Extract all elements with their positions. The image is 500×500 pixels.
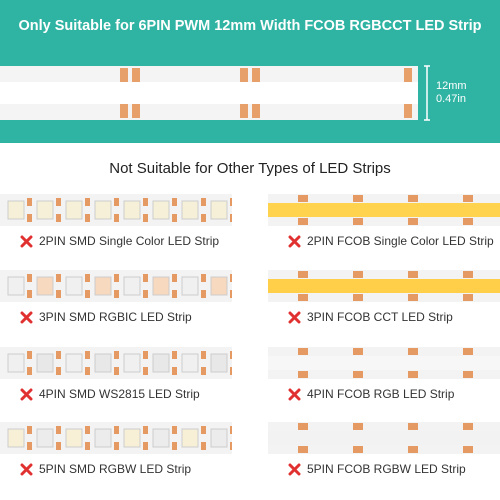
strip-image	[0, 347, 232, 379]
not-suitable-icon	[288, 388, 301, 401]
strip-label: 5PIN FCOB RGBW LED Strip	[307, 462, 466, 476]
strip-label: 2PIN SMD Single Color LED Strip	[39, 234, 220, 248]
strip-image	[0, 270, 232, 302]
strip-image	[268, 194, 500, 226]
strip-label: 5PIN SMD RGBW LED Strip	[39, 462, 192, 476]
main-strip	[0, 65, 430, 121]
strip-image	[268, 422, 500, 454]
strip-label: 4PIN FCOB RGB LED Strip	[307, 387, 455, 401]
not-suitable-icon	[20, 235, 33, 248]
strip-image	[0, 422, 232, 454]
not-suitable-icon	[20, 311, 33, 324]
not-suitable-icon	[20, 388, 33, 401]
strip-image	[268, 270, 500, 302]
not-suitable-icon	[288, 463, 301, 476]
strip-label: 3PIN FCOB CCT LED Strip	[307, 310, 453, 324]
strip-image	[0, 194, 232, 226]
not-suitable-icon	[288, 311, 301, 324]
strip-label: 4PIN SMD WS2815 LED Strip	[39, 387, 200, 401]
subtitle: Not Suitable for Other Types of LED Stri…	[109, 160, 391, 177]
strip-label: 2PIN FCOB Single Color LED Strip	[307, 234, 494, 248]
header-title: Only Suitable for 6PIN PWM 12mm Width FC…	[18, 18, 482, 34]
width-label: 12mm	[436, 80, 467, 92]
strip-label: 3PIN SMD RGBIC LED Strip	[39, 310, 192, 324]
not-suitable-icon	[288, 235, 301, 248]
width-label: 0.47in	[436, 93, 466, 105]
strip-image	[268, 347, 500, 379]
not-suitable-icon	[20, 463, 33, 476]
